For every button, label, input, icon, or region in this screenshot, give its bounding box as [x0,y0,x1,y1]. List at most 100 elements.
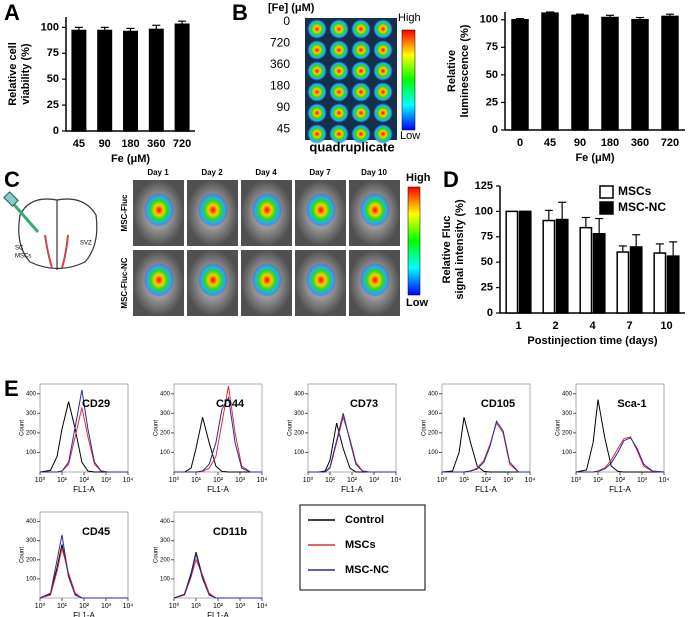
well [373,103,393,123]
y-tick-label: 300 [562,411,573,417]
y-tick-label: 0 [492,124,498,136]
x-tick-label: 10 [660,320,672,332]
x-tick-label: 10⁰ [169,602,180,610]
x-tick-label: 360 [631,137,649,149]
histogram-line [174,417,262,473]
chart-title: CD105 [481,398,515,410]
bar [148,28,164,132]
x-tick-label: 10³ [235,477,246,484]
well [307,61,327,81]
y-axis-label: Count [556,420,562,436]
well [329,19,349,39]
legend-label: MSCs [345,539,376,551]
x-tick-label: 10¹ [459,477,470,484]
legend-label: MSC-NC [618,200,666,214]
bar [666,255,680,314]
x-tick-label: 10⁴ [123,603,134,610]
legend-swatch [599,185,614,199]
bar [541,12,559,131]
y-tick-label: 300 [160,538,171,544]
histogram-line [442,420,530,473]
well [329,61,349,81]
x-tick-label: 180 [601,137,619,149]
y-tick-label: 100 [562,450,573,456]
y-tick-label: 200 [562,430,573,436]
bar [579,226,593,314]
histogram-line [576,436,665,473]
well [351,124,371,144]
well [373,61,393,81]
signal-blob [306,193,336,227]
x-tick-label: 10³ [101,603,112,610]
well [351,19,371,39]
well [373,40,393,60]
colorbar-low: Low [406,297,428,309]
imaging-photos [133,180,400,316]
y-tick-label: 100 [428,450,439,456]
y-tick-label: 100 [294,450,305,456]
y-axis-label: Count [422,420,428,436]
y-tick-label: 125 [475,180,493,192]
y-tick-label: 400 [160,519,171,525]
x-tick-label: 10² [481,477,492,484]
y-axis-label: Count [20,547,26,563]
flow-legend-box [299,504,426,591]
colorbar-high: High [406,172,431,184]
diagram-label: SVZ [80,241,92,247]
well [307,124,327,144]
y-tick-label: 100 [475,205,493,217]
histogram-line [173,558,262,599]
x-tick-label: 180 [121,138,139,150]
x-tick-label: 4 [589,320,596,332]
signal-blob [360,263,390,297]
signal-blob [306,263,336,297]
histogram-line [39,548,128,599]
y-tick-label: 75 [47,47,59,59]
diagram-label: SC [15,246,24,252]
y-tick-label: 25 [486,96,498,108]
x-axis-label: Fe (μM) [111,153,150,165]
bar [505,210,519,314]
y-axis-label: Count [154,420,160,436]
y-tick-label: 400 [160,391,171,397]
histogram-line [39,544,128,599]
histogram-line [576,437,665,473]
y-tick-label: 50 [486,69,498,81]
bar [71,29,87,132]
diagram-label: MSCs [15,254,31,260]
x-tick-label: 10⁰ [437,476,448,484]
x-tick-label: 45 [73,138,85,150]
plate-row-label: 720 [270,36,290,50]
x-tick-label: 10⁰ [35,602,46,610]
y-tick-label: 200 [428,430,439,436]
y-tick-label: 400 [294,391,305,397]
x-tick-label: 90 [574,137,586,149]
plate-colorbar [401,29,416,131]
y-axis-label: Count [288,420,294,436]
plate-row-label: 360 [270,57,290,71]
well [307,40,327,60]
well [373,19,393,39]
histogram-line [308,413,396,473]
x-tick-label: 10² [347,477,358,484]
y-tick-label: 200 [294,430,305,436]
y-tick-label: 200 [160,430,171,436]
well [351,103,371,123]
y-tick-label: 100 [41,21,59,33]
y-tick-label: 100 [26,576,37,582]
x-tick-label: 10³ [235,603,246,610]
y-tick-label: 300 [160,411,171,417]
y-tick-label: 100 [26,450,37,456]
x-tick-label: 10⁴ [257,603,268,610]
panel-label: E [4,376,19,401]
x-tick-label: 10⁰ [169,476,180,484]
x-axis-label: FL1-A [73,485,95,494]
y-axis-label: Relative cell [7,42,19,106]
legend-label: MSCs [618,184,652,198]
chart-title: CD44 [216,398,245,410]
bar [661,15,679,131]
y-axis-label: viability (%) [20,43,32,104]
x-tick-label: 1 [515,320,521,332]
well [373,82,393,102]
bar [629,246,643,314]
